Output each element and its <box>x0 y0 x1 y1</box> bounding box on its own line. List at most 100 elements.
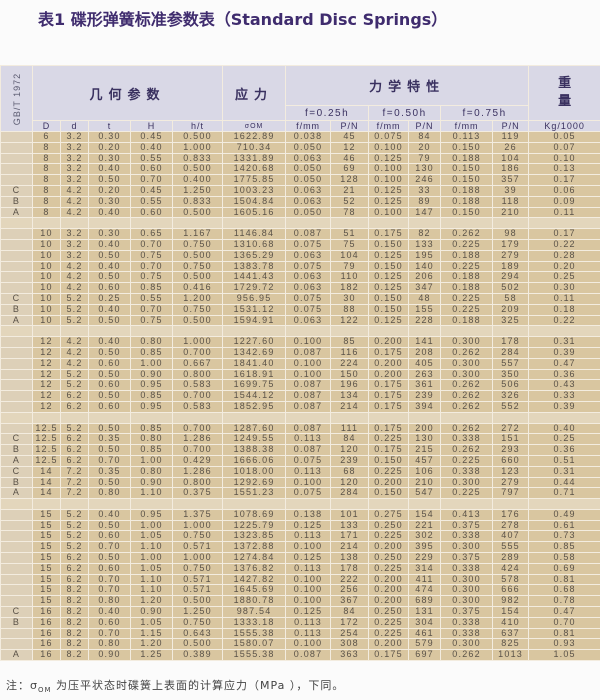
column-header: P/N <box>492 120 530 132</box>
table-cell: 547 <box>408 487 442 500</box>
deflection-050-header: f=0.50h <box>368 105 442 121</box>
table-cell: 0.50 <box>88 519 131 532</box>
column-header: P/N <box>408 120 442 132</box>
table-cell: 457 <box>408 454 442 467</box>
geometry-header: 几何参数 <box>31 65 224 121</box>
table-cell: 1427.82 <box>222 573 287 586</box>
table-cell: 189 <box>492 260 530 273</box>
table-cell: 0.175 <box>368 346 410 359</box>
table-cell: 15 <box>32 552 61 564</box>
table-cell: 1331.89 <box>222 152 287 165</box>
table-cell: 3.2 <box>60 141 89 154</box>
grade-cell <box>0 152 33 165</box>
table-cell: 8.2 <box>60 627 89 640</box>
spacer-cell <box>60 411 89 424</box>
grade-cell <box>0 249 33 262</box>
spacer-cell <box>528 325 600 338</box>
table-cell: 0.113 <box>285 530 332 543</box>
table-cell: 0.50 <box>88 476 131 489</box>
table-cell: 0.500 <box>171 163 224 176</box>
table-cell: 1.15 <box>130 627 173 640</box>
table-cell: 0.85 <box>528 541 600 554</box>
table-cell: 12 <box>32 357 61 370</box>
spacer-cell <box>492 498 530 510</box>
table-cell: 0.225 <box>440 238 494 251</box>
table-cell: 1.000 <box>171 552 224 564</box>
table-cell: 0.40 <box>88 260 131 273</box>
table-cell: 0.71 <box>528 487 600 500</box>
table-cell: 0.300 <box>440 595 494 608</box>
table-row: 12 4.2 0.40 0.80 1.000 1227.60 0.100 85 0.200 141… <box>0 336 600 348</box>
table-cell: 8.2 <box>60 584 89 597</box>
mechanical-header: 力学特性 <box>285 65 530 106</box>
table-cell: 0.262 <box>440 379 494 392</box>
table-cell: 0.275 <box>368 508 410 521</box>
spacer-cell <box>222 498 287 510</box>
table-cell: 0.18 <box>528 303 600 316</box>
table-cell: 0.50 <box>88 422 131 435</box>
table-cell: 5.2 <box>60 422 89 435</box>
table-row: 8 3.2 0.20 0.40 1.000 710.34 0.050 12 0.100 20 0.1… <box>0 141 600 154</box>
table-cell: 697 <box>408 649 442 662</box>
table-cell: 222 <box>330 573 370 586</box>
table-cell: 0.750 <box>171 303 224 316</box>
table-row: 12.5 5.2 0.50 0.85 0.700 1287.60 0.087 111 0.175… <box>0 422 600 435</box>
table-cell: 1645.69 <box>222 584 287 597</box>
table-cell: 0.40 <box>88 606 131 618</box>
table-cell: 0.47 <box>528 357 600 370</box>
grade-cell <box>0 260 33 273</box>
table-row: B 12.5 6.2 0.50 0.85 0.700 1388.38 0.087 120 0.17… <box>0 444 600 456</box>
table-row: 10 3.2 0.40 0.70 0.750 1310.68 0.075 75 0.150 133… <box>0 238 600 251</box>
table-cell: 0.175 <box>368 379 410 392</box>
table-cell: 1555.38 <box>222 649 287 662</box>
table-cell: 3.2 <box>60 228 89 240</box>
spacer-cell <box>492 217 530 230</box>
table-cell: 289 <box>492 552 530 564</box>
table-cell: 982 <box>492 595 530 608</box>
table-cell: 1.250 <box>171 184 224 197</box>
table-cell: 46 <box>330 152 370 165</box>
table-cell: 84 <box>330 606 370 618</box>
grade-cell: B <box>0 195 33 208</box>
table-cell: 0.338 <box>440 530 494 543</box>
table-row: B 16 8.2 0.60 1.05 0.750 1333.18 0.113 172 0.225 3… <box>0 616 600 629</box>
table-cell: 1504.84 <box>222 195 287 208</box>
spacer-cell <box>408 325 442 338</box>
table-cell: 0.175 <box>368 649 410 662</box>
table-cell: 279 <box>492 476 530 489</box>
table-row: 15 8.2 0.80 1.20 0.500 1880.78 0.100 367 0.200 68… <box>0 595 600 608</box>
table-cell: 1699.75 <box>222 379 287 392</box>
table-cell: 120 <box>330 476 370 489</box>
spacer-cell <box>330 217 370 230</box>
table-cell: 1.05 <box>130 562 173 575</box>
table-cell: 0.100 <box>285 573 332 586</box>
table-cell: 0.75 <box>130 249 173 262</box>
spacer-cell <box>330 411 370 424</box>
table-cell: 3.2 <box>60 152 89 165</box>
table-cell: 6.2 <box>60 552 89 564</box>
table-cell: 0.07 <box>528 141 600 154</box>
table-cell: 6.2 <box>60 444 89 456</box>
table-cell: 4.2 <box>60 206 89 219</box>
grade-cell <box>0 552 33 564</box>
table-cell: 0.100 <box>285 368 332 381</box>
table-cell: 214 <box>330 541 370 554</box>
table-cell: 1342.69 <box>222 346 287 359</box>
table-cell: 0.038 <box>285 131 332 143</box>
table-cell: 0.50 <box>88 444 131 456</box>
table-cell: 637 <box>492 627 530 640</box>
table-cell: 0.262 <box>440 400 494 413</box>
grade-cell <box>0 336 33 348</box>
table-cell: 5.2 <box>60 541 89 554</box>
table-cell: 228 <box>408 314 442 327</box>
table-row: 12 5.2 0.60 0.95 0.583 1699.75 0.087 196 0.175 36… <box>0 379 600 392</box>
table-cell: 0.60 <box>88 282 131 294</box>
table-cell: 0.50 <box>88 552 131 564</box>
table-cell: 0.60 <box>88 616 131 629</box>
table-cell: 0.60 <box>130 163 173 176</box>
grade-cell <box>0 562 33 575</box>
table-cell: 1146.84 <box>222 228 287 240</box>
column-header: D <box>32 120 61 132</box>
table-cell: 1555.38 <box>222 627 287 640</box>
table-cell: 0.70 <box>88 584 131 597</box>
